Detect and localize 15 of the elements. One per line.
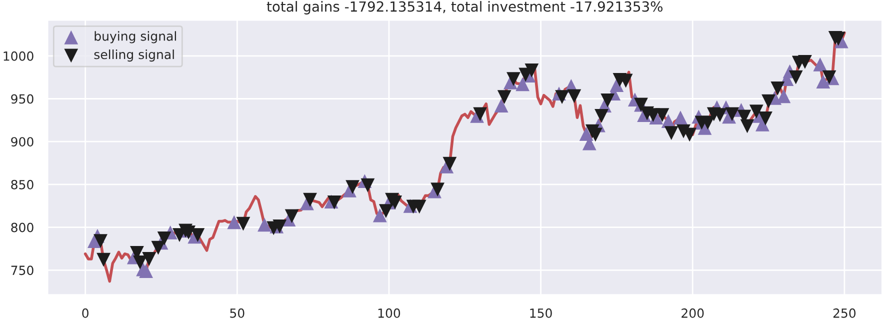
chart-title: total gains -1792.135314, total investment -17.921353% [266, 1, 662, 14]
y-tick-label: 1000 [4, 51, 34, 61]
legend-label: buying signal [94, 31, 176, 44]
y-tick-label: 800 [11, 222, 34, 232]
y-tick-label: 950 [11, 94, 34, 104]
x-tick-label: 50 [230, 308, 244, 318]
x-tick-label: 200 [682, 308, 704, 318]
x-tick-label: 250 [833, 308, 856, 318]
y-tick-label: 750 [11, 266, 34, 276]
y-tick-label: 850 [11, 180, 34, 190]
x-tick-label: 150 [530, 308, 552, 318]
legend-label: selling signal [94, 50, 174, 62]
x-tick-label: 0 [82, 308, 88, 318]
y-tick-label: 900 [11, 137, 34, 147]
x-tick-label: 100 [378, 308, 400, 318]
